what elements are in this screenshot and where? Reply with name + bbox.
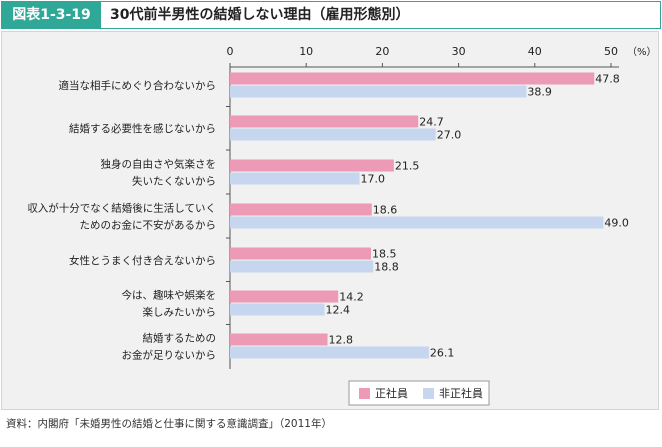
data-label: 17.0 bbox=[361, 173, 386, 186]
category-label: 女性とうまく付き合えないから bbox=[69, 254, 216, 267]
x-tick-label: 50 bbox=[604, 45, 618, 58]
figure-label: 図表1-3-19 bbox=[2, 2, 101, 28]
data-label: 49.0 bbox=[604, 217, 629, 230]
legend-box bbox=[348, 380, 490, 406]
bar-nonregular bbox=[230, 128, 436, 141]
data-label: 27.0 bbox=[437, 129, 462, 142]
bar-chart: 0 10 20 30 40 50 （%） 47.8 38.9 適当な相手にめぐり合わないから 24.… bbox=[27, 45, 657, 406]
data-label: 12.4 bbox=[325, 304, 350, 317]
data-label: 18.6 bbox=[373, 204, 398, 217]
bar-nonregular bbox=[230, 172, 360, 185]
bar-regular bbox=[230, 203, 372, 216]
category-label: お金が足りないから bbox=[122, 349, 217, 362]
data-label: 21.5 bbox=[395, 160, 420, 173]
legend-label: 非正社員 bbox=[439, 386, 483, 400]
bar-regular bbox=[230, 333, 328, 346]
bar-regular bbox=[230, 72, 595, 85]
x-tick-label: 0 bbox=[227, 45, 234, 58]
category-label: 結婚する必要性を感じないから bbox=[69, 122, 216, 135]
figure-title: 30代前半男性の結婚しない理由（雇用形態別） bbox=[110, 7, 410, 23]
x-tick-label: 10 bbox=[299, 45, 313, 58]
data-label: 18.5 bbox=[372, 248, 397, 261]
bar-nonregular bbox=[230, 303, 325, 316]
bar-nonregular bbox=[230, 346, 429, 359]
data-label: 26.1 bbox=[430, 347, 455, 360]
data-label: 38.9 bbox=[527, 86, 552, 99]
figure-header: 図表1-3-19 30代前半男性の結婚しない理由（雇用形態別） bbox=[1, 1, 661, 29]
source-note: 資料：内閣府「未婚男性の結婚と仕事に関する意識調査」（2011年） bbox=[6, 418, 332, 430]
data-label: 18.8 bbox=[374, 261, 399, 274]
x-unit-label: （%） bbox=[627, 46, 657, 58]
legend-label: 正社員 bbox=[375, 386, 408, 400]
bar-nonregular bbox=[230, 85, 527, 98]
category-label: 独身の自由さや気楽さを bbox=[101, 158, 217, 171]
data-label: 47.8 bbox=[595, 73, 620, 86]
data-label: 12.8 bbox=[329, 334, 354, 347]
bar-regular bbox=[230, 115, 419, 128]
bar-regular bbox=[230, 159, 394, 172]
category-label: 失いたくないから bbox=[132, 175, 216, 188]
bar-regular bbox=[230, 247, 371, 260]
category-label: ためのお金に不安があるから bbox=[80, 219, 217, 232]
data-label: 14.2 bbox=[339, 291, 364, 304]
data-label: 24.7 bbox=[419, 116, 444, 129]
bar-regular bbox=[230, 290, 339, 303]
x-tick-label: 20 bbox=[375, 45, 389, 58]
category-label: 適当な相手にめぐり合わないから bbox=[59, 79, 217, 92]
category-label: 結婚するための bbox=[143, 332, 217, 345]
legend-swatch bbox=[423, 388, 434, 399]
legend-swatch bbox=[359, 388, 370, 399]
category-label: 収入が十分でなく結婚後に生活していく bbox=[27, 202, 216, 215]
bar-nonregular bbox=[230, 260, 374, 273]
chart-panel: 0 10 20 30 40 50 （%） 47.8 38.9 適当な相手にめぐり合わないから 24.… bbox=[1, 31, 659, 410]
bar-nonregular bbox=[230, 216, 604, 229]
category-label: 楽しみたいから bbox=[143, 306, 217, 319]
x-tick-label: 40 bbox=[528, 45, 542, 58]
x-tick-label: 30 bbox=[452, 45, 466, 58]
category-label: 今は、趣味や娯楽を bbox=[122, 289, 217, 302]
